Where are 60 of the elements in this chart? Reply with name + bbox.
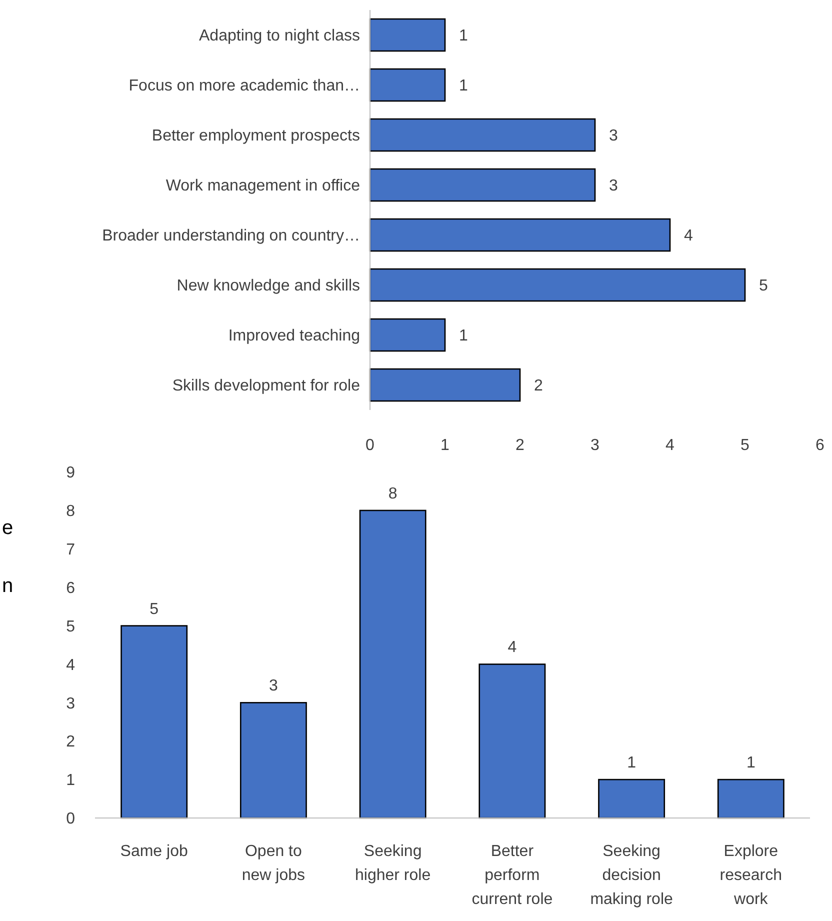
x-tick-label: Explore research work (720, 843, 782, 908)
x-tick-label: 4 (666, 437, 675, 454)
bar (369, 268, 746, 302)
y-tick-label: Focus on more academic than… (128, 78, 360, 95)
y-tick-label: Adapting to night class (199, 28, 360, 45)
x-tick-label: Same job (120, 843, 188, 860)
data-label: 1 (746, 754, 756, 772)
x-tick-label: 2 (516, 437, 525, 454)
bar (369, 68, 446, 102)
text: n (2, 575, 14, 597)
x-tick-label: Seeking decision making role (590, 843, 673, 908)
y-tick-label: 1 (66, 772, 76, 790)
data-label: 4 (508, 639, 517, 656)
bar (369, 368, 521, 402)
data-label: 1 (627, 754, 636, 772)
y-tick-label: Work management in office (166, 178, 360, 195)
bar (240, 702, 307, 819)
bar (369, 118, 596, 152)
bar (598, 778, 666, 819)
data-label: 5 (150, 600, 159, 618)
x-tick-label: 5 (740, 437, 750, 454)
bar (369, 218, 671, 252)
y-tick-label: 3 (66, 695, 76, 712)
bar (478, 664, 546, 819)
y-tick-label: 8 (66, 503, 76, 520)
bar (369, 318, 446, 352)
bar (369, 18, 446, 52)
data-label: 3 (609, 128, 618, 145)
y-tick-label: 6 (66, 580, 76, 597)
x-tick-label: 1 (440, 437, 450, 454)
x-tick-label: 3 (590, 437, 600, 454)
y-tick-label: Improved teaching (228, 328, 360, 345)
x-tick-label: Seeking higher role (355, 843, 431, 884)
y-tick-label: Better employment prospects (152, 128, 360, 145)
x-tick-label: Open to new jobs (242, 843, 306, 884)
text: e (2, 517, 14, 539)
data-label: 3 (609, 178, 618, 195)
x-tick-label: 0 (366, 437, 375, 454)
bar (369, 168, 596, 202)
x-tick-label: 6 (816, 437, 825, 454)
bar (359, 510, 426, 819)
y-tick-label: 5 (66, 618, 76, 636)
data-label: 1 (459, 328, 468, 345)
y-tick-label: Broader understanding on country… (102, 228, 360, 245)
y-tick-label: 4 (66, 656, 76, 674)
data-label: 2 (534, 378, 543, 395)
bar (717, 778, 784, 819)
x-tick-label: Better perform current role (472, 843, 553, 908)
data-label: 4 (684, 228, 693, 245)
bar (120, 625, 188, 819)
y-tick-label: 9 (66, 464, 76, 482)
data-label: 5 (759, 278, 768, 295)
y-tick-label: New knowledge and skills (176, 278, 360, 295)
y-tick-label: 0 (66, 810, 76, 828)
y-tick-label: 7 (66, 541, 76, 558)
data-label: 1 (459, 28, 468, 45)
y-tick-label: Skills development for role (172, 378, 360, 395)
data-label: 8 (388, 485, 398, 502)
y-tick-label: 2 (66, 734, 76, 751)
data-label: 1 (459, 78, 468, 95)
